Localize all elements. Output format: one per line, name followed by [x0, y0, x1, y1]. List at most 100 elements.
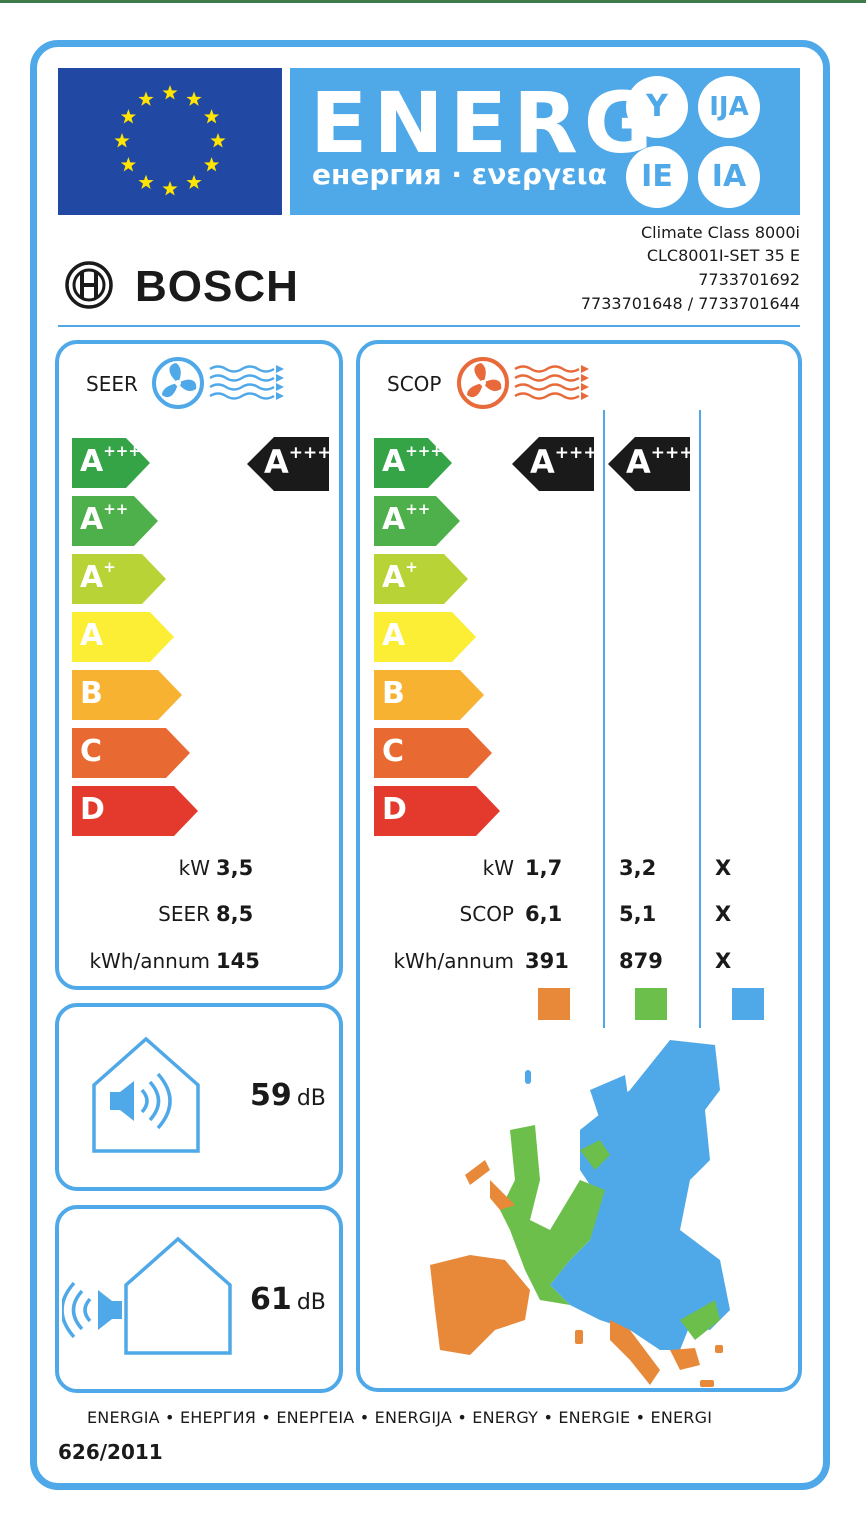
scop-class-label-4: B [382, 676, 405, 711]
scop-class-bar-1 [374, 496, 460, 546]
scop-title: SCOP [387, 372, 442, 396]
scop-class-bar-3 [374, 612, 476, 662]
scop-label-scop: SCOP [459, 902, 514, 926]
brand-name: BOSCH [135, 262, 299, 311]
seer-class-letter-4: B [80, 676, 103, 711]
model-line-1: Climate Class 8000i [641, 223, 800, 242]
seer-class-bar-5 [72, 728, 190, 778]
scop-class-suffix-0: +++ [405, 442, 443, 460]
seer-class-label-4: B [80, 676, 103, 711]
energy-banner: ENERG енергия · ενεργεια Y IJA IE IA [290, 68, 800, 215]
model-line-2: CLC8001I-SET 35 E [646, 246, 800, 265]
scop-class-label-1: A++ [382, 500, 431, 537]
seer-class-letter-1: A [80, 502, 104, 537]
seer-class-bar-4 [72, 670, 182, 720]
scop-class-label-2: A+ [382, 558, 418, 595]
scop-divider-2 [699, 410, 701, 1028]
climate-zone-cold-swatch [732, 988, 764, 1020]
scop-average-kw: 3,2 [619, 856, 657, 880]
heating-fan-icon [457, 357, 589, 409]
suffix-ija: IJA [698, 76, 760, 138]
eu-star-icon [138, 174, 154, 189]
scop-cold-kw: X [715, 856, 732, 880]
seer-class-suffix-0: +++ [103, 442, 141, 460]
seer-class-label-6: D [80, 792, 105, 827]
suffix-y: Y [626, 76, 688, 138]
scop-class-letter-2: A [382, 560, 406, 595]
seer-class-bar-0 [72, 438, 150, 488]
scop-label-kw: kW [482, 856, 514, 880]
scop-class-letter-1: A [382, 502, 406, 537]
seer-class-suffix-2: + [103, 558, 116, 576]
scop-indicator-2-suffix: +++ [650, 443, 694, 463]
scop-class-letter-0: A [382, 444, 406, 479]
scop-indicator-2-letter: A [626, 443, 651, 481]
eu-star-icon [138, 91, 154, 106]
scop-divider-1 [603, 410, 605, 1028]
eu-star-icon [114, 133, 130, 148]
eu-flag [58, 68, 282, 215]
regulation-number: 626/2011 [58, 1440, 163, 1464]
scop-panel [356, 340, 802, 1392]
scop-class-label-0: A+++ [382, 442, 443, 479]
footer-languages: ENERGIA • ЕНЕРГИЯ • ΕΝΕΡΓΕΙΑ • ENERGIJA … [87, 1408, 713, 1427]
scop-class-suffix-1: ++ [405, 500, 431, 518]
seer-class-label-1: A++ [80, 500, 129, 537]
scop-warm-annual: 391 [525, 949, 569, 973]
scop-class-label-6: D [382, 792, 407, 827]
seer-class-bar-6 [72, 786, 198, 836]
top-rule [0, 0, 866, 3]
scop-warm-kw: 1,7 [525, 856, 563, 880]
scop-cold-scop: X [715, 902, 732, 926]
scop-class-letter-3: A [382, 618, 406, 653]
eu-stars-icon [114, 85, 226, 196]
indoor-noise-unit: dB [296, 1086, 326, 1111]
eu-star-icon [204, 157, 220, 172]
seer-label-seer: SEER [158, 902, 210, 926]
scop-class-bar-6 [374, 786, 500, 836]
seer-value-seer: 8,5 [216, 902, 254, 926]
scop-class-letter-4: B [382, 676, 405, 711]
seer-class-letter-0: A [80, 444, 104, 479]
energy-title: ENERG [310, 74, 659, 172]
cooling-fan-icon [152, 357, 284, 409]
eu-star-icon [210, 133, 226, 148]
scop-class-indicator-1 [512, 437, 594, 491]
seer-class-indicator [247, 437, 329, 491]
eu-star-icon [204, 109, 220, 124]
eu-star-icon [120, 157, 136, 172]
seer-indicator-suffix: +++ [288, 443, 332, 463]
seer-class-suffix-1: ++ [103, 500, 129, 518]
scop-indicator-1-suffix: +++ [554, 443, 598, 463]
seer-indicator-letter: A [264, 443, 289, 481]
seer-label-kw: kW [178, 856, 210, 880]
suffix-ie: IE [626, 146, 688, 208]
scop-class-bar-5 [374, 728, 492, 778]
model-line-3: 7733701692 [698, 270, 800, 289]
outdoor-noise-panel [55, 1205, 343, 1393]
outdoor-noise-value: 61 dB [250, 1282, 326, 1317]
bosch-logo-icon [65, 261, 113, 309]
scop-class-bar-0 [374, 438, 452, 488]
scop-label-annual: kWh/annum [393, 949, 514, 973]
seer-panel [55, 340, 343, 990]
seer-class-label-5: C [80, 734, 102, 769]
seer-class-label-3: A [80, 618, 103, 653]
eu-star-icon [162, 181, 178, 196]
model-line-4: 7733701648 / 7733701644 [580, 294, 800, 313]
climate-zone-average-swatch [635, 988, 667, 1020]
scop-class-letter-6: D [382, 792, 407, 827]
suffix-ia: IA [698, 146, 760, 208]
europe-climate-map-icon [430, 1040, 730, 1387]
scop-average-scop: 5,1 [619, 902, 657, 926]
outdoor-noise-unit: dB [296, 1290, 326, 1315]
seer-class-bar-3 [72, 612, 174, 662]
eu-star-icon [186, 174, 202, 189]
seer-class-letter-5: C [80, 734, 103, 769]
seer-indicator-label: A+++ [264, 443, 332, 481]
scop-indicator-2-label: A+++ [626, 443, 694, 481]
energy-subtitle: енергия · ενεργεια [312, 158, 607, 191]
scop-class-bar-4 [374, 670, 484, 720]
indoor-noise-value: 59 dB [250, 1078, 326, 1113]
scop-class-bar-2 [374, 554, 468, 604]
